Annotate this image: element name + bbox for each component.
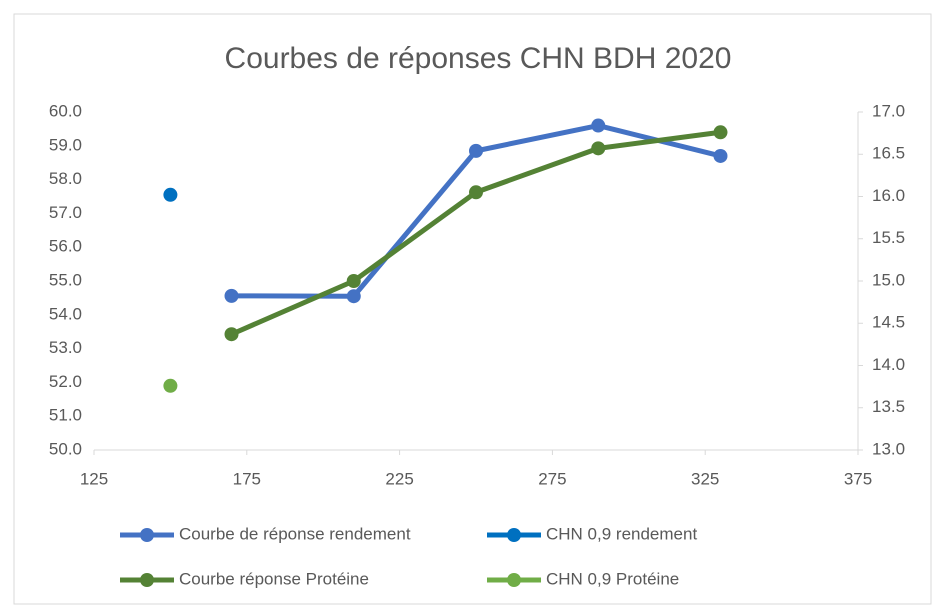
x-tick-label: 125 — [80, 469, 108, 488]
x-tick-label: 175 — [233, 469, 261, 488]
data-point — [591, 141, 606, 156]
data-point — [163, 187, 178, 202]
y-tick-label: 58.0 — [49, 169, 82, 188]
x-tick-label: 375 — [844, 469, 872, 488]
x-tick-label: 325 — [691, 469, 719, 488]
data-point — [713, 148, 728, 163]
data-point — [713, 125, 728, 140]
legend-label: CHN 0,9 Protéine — [546, 569, 679, 588]
y2-tick-label: 15.5 — [872, 228, 905, 247]
legend-label: CHN 0,9 rendement — [546, 524, 697, 543]
data-point — [469, 185, 483, 200]
y2-tick-label: 14.5 — [872, 313, 905, 332]
y-tick-label: 59.0 — [49, 135, 82, 154]
y2-tick-label: 13.0 — [872, 439, 905, 458]
y-tick-label: 52.0 — [49, 372, 82, 391]
x-tick-label: 275 — [538, 469, 566, 488]
y2-tick-label: 13.5 — [872, 397, 905, 416]
y-tick-label: 53.0 — [49, 338, 82, 357]
y2-tick-label: 16.0 — [872, 186, 905, 205]
chart-frame — [13, 13, 932, 605]
y-tick-label: 56.0 — [49, 237, 82, 256]
y-tick-label: 51.0 — [49, 406, 82, 425]
data-point — [469, 143, 483, 158]
legend-marker — [140, 573, 154, 587]
data-point — [591, 118, 606, 133]
legend-label: Courbe de réponse rendement — [179, 524, 411, 543]
y2-tick-label: 16.5 — [872, 144, 905, 163]
y-tick-label: 55.0 — [49, 270, 82, 289]
data-point — [346, 289, 361, 304]
y-tick-label: 50.0 — [49, 439, 82, 458]
legend-label: Courbe réponse Protéine — [179, 569, 369, 588]
chart-title: Courbes de réponses CHN BDH 2020 — [225, 42, 732, 75]
data-point — [224, 327, 239, 342]
y2-tick-label: 17.0 — [872, 101, 905, 120]
data-point — [346, 274, 361, 288]
y-tick-label: 57.0 — [49, 203, 82, 222]
y-tick-label: 54.0 — [49, 304, 82, 323]
y2-tick-label: 14.0 — [872, 355, 905, 374]
x-tick-label: 225 — [385, 469, 413, 488]
data-point — [163, 378, 178, 393]
legend-marker — [507, 573, 521, 587]
data-point — [224, 288, 239, 303]
legend-marker — [140, 528, 154, 542]
y-tick-label: 60.0 — [49, 101, 82, 120]
legend-marker — [507, 528, 521, 542]
y2-tick-label: 15.0 — [872, 270, 905, 289]
